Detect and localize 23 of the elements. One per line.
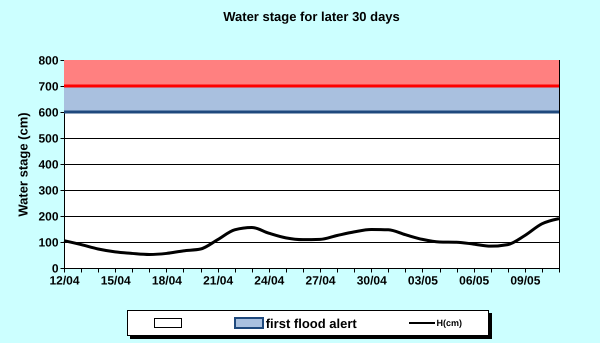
x-tick-label: 06/05 [459, 274, 490, 288]
y-axis-title: Water stage (cm) [15, 112, 30, 217]
y-tick-label: 700 [38, 80, 59, 94]
x-tick-label: 24/04 [254, 274, 285, 288]
legend-label: first flood alert [266, 316, 357, 330]
x-tick-label: 30/04 [356, 274, 388, 288]
chart-title: Water stage for later 30 days [223, 9, 400, 24]
x-tick-label: 03/05 [408, 274, 438, 288]
x-tick-label: 18/04 [152, 274, 182, 288]
y-tick-label: 100 [38, 236, 59, 250]
y-tick-label: 200 [38, 210, 59, 224]
y-tick-label: 300 [38, 184, 59, 198]
x-tick-label: 12/04 [49, 274, 80, 288]
x-tick-label: 09/05 [510, 274, 541, 288]
y-tick-label: 600 [38, 106, 59, 120]
x-tick-label: 21/04 [203, 274, 234, 288]
y-tick-label: 0 [52, 262, 59, 276]
x-tick-label: 15/04 [100, 274, 132, 288]
legend-label: H(cm) [436, 318, 462, 328]
y-tick-label: 800 [38, 54, 59, 68]
y-tick-label: 500 [38, 132, 59, 146]
x-tick-label: 27/04 [306, 274, 336, 288]
y-tick-label: 400 [38, 158, 59, 172]
